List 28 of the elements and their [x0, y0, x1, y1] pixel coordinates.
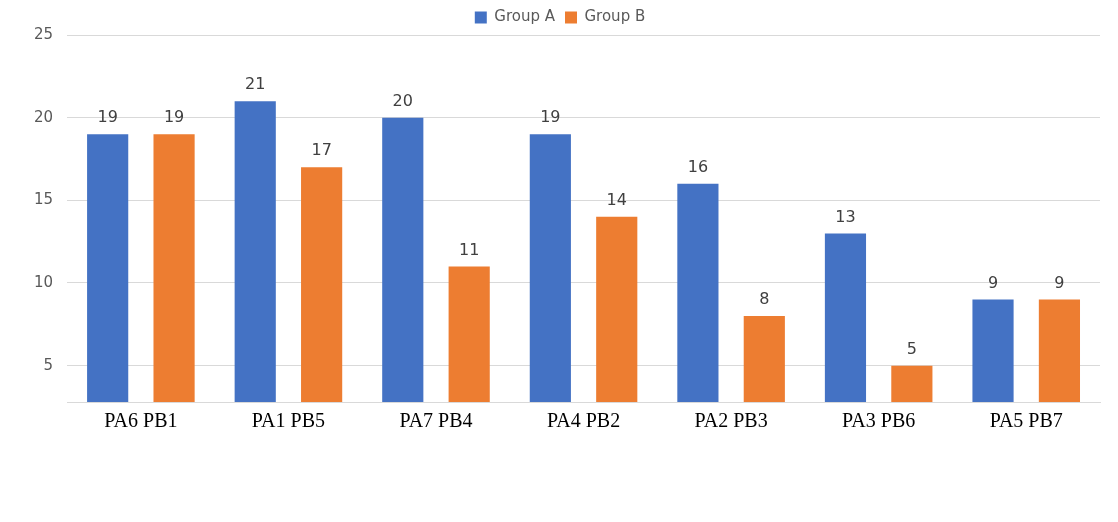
- legend-label: Group A: [494, 7, 556, 26]
- data-label: 9: [987, 272, 999, 292]
- x-tick-label: PA2 PB3: [694, 409, 768, 432]
- data-label: 8: [759, 289, 770, 309]
- x-tick-label: PA6 PB1: [104, 409, 178, 432]
- x-tick-label: PA4 PB2: [546, 409, 621, 432]
- data-label: 19: [540, 107, 561, 127]
- x-tick-label: PA1 PB5: [251, 409, 326, 432]
- x-tick-label: PA7 PB4: [399, 409, 473, 432]
- y-tick-label: 15: [33, 190, 54, 209]
- data-label: 20: [392, 90, 413, 110]
- data-label: 16: [687, 156, 709, 176]
- data-label: 21: [245, 74, 266, 94]
- data-label: 17: [311, 140, 332, 160]
- data-label: 19: [163, 107, 185, 127]
- data-label: 5: [906, 338, 917, 358]
- x-tick-label: PA5 PB7: [989, 409, 1063, 432]
- x-tick-label: PA3 PB6: [842, 409, 916, 432]
- y-tick-label: 5: [43, 355, 54, 374]
- y-tick-label: 10: [33, 272, 54, 291]
- data-label: 19: [97, 107, 118, 127]
- y-tick-label: 20: [33, 107, 54, 126]
- data-label: 11: [459, 239, 480, 259]
- y-tick-label: 25: [33, 24, 54, 43]
- data-label: 13: [835, 206, 856, 226]
- data-label: 9: [1054, 272, 1065, 292]
- data-label: 14: [606, 190, 627, 209]
- legend-label: Group B: [584, 7, 646, 26]
